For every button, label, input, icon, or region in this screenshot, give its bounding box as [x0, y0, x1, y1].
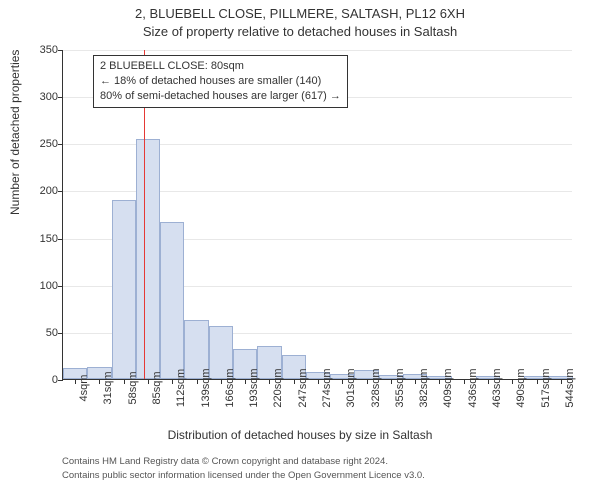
xtick-mark — [537, 379, 538, 384]
ytick-label: 150 — [18, 233, 58, 245]
xtick-mark — [148, 379, 149, 384]
chart-title-main: 2, BLUEBELL CLOSE, PILLMERE, SALTASH, PL… — [0, 6, 600, 21]
xtick-label: 166sqm — [224, 368, 236, 407]
annotation-line: 80% of semi-detached houses are larger (… — [100, 89, 341, 104]
xtick-mark — [561, 379, 562, 384]
xtick-mark — [245, 379, 246, 384]
ytick-mark — [58, 144, 63, 145]
ytick-mark — [58, 191, 63, 192]
xtick-label: 355sqm — [394, 368, 406, 407]
ytick-mark — [58, 333, 63, 334]
ytick-mark — [58, 50, 63, 51]
ytick-mark — [58, 239, 63, 240]
xtick-label: 274sqm — [321, 368, 333, 407]
xtick-label: 220sqm — [272, 368, 284, 407]
xtick-mark — [75, 379, 76, 384]
xtick-mark — [294, 379, 295, 384]
xtick-label: 31sqm — [102, 371, 114, 404]
xtick-mark — [342, 379, 343, 384]
xtick-mark — [197, 379, 198, 384]
xtick-mark — [172, 379, 173, 384]
xtick-mark — [488, 379, 489, 384]
xtick-mark — [367, 379, 368, 384]
xtick-mark — [269, 379, 270, 384]
chart-title-sub: Size of property relative to detached ho… — [0, 24, 600, 39]
x-axis-label: Distribution of detached houses by size … — [0, 428, 600, 442]
xtick-label: 490sqm — [515, 368, 527, 407]
gridline — [63, 50, 572, 51]
xtick-label: 517sqm — [540, 368, 552, 407]
xtick-label: 85sqm — [151, 371, 163, 404]
annotation-line: ← 18% of detached houses are smaller (14… — [100, 74, 341, 89]
footer-line-1: Contains HM Land Registry data © Crown c… — [62, 456, 388, 467]
footer-line-2: Contains public sector information licen… — [62, 470, 425, 481]
histogram-bar — [112, 200, 136, 379]
histogram-bar — [160, 222, 184, 379]
xtick-mark — [318, 379, 319, 384]
xtick-mark — [221, 379, 222, 384]
chart-container: 2, BLUEBELL CLOSE, PILLMERE, SALTASH, PL… — [0, 0, 600, 500]
xtick-label: 463sqm — [491, 368, 503, 407]
ytick-label: 100 — [18, 280, 58, 292]
ytick-mark — [58, 286, 63, 287]
ytick-label: 350 — [18, 44, 58, 56]
xtick-label: 193sqm — [248, 368, 260, 407]
annotation-box: 2 BLUEBELL CLOSE: 80sqm← 18% of detached… — [93, 55, 348, 108]
xtick-mark — [512, 379, 513, 384]
xtick-label: 382sqm — [418, 368, 430, 407]
xtick-mark — [439, 379, 440, 384]
xtick-label: 4sqm — [78, 375, 90, 402]
xtick-label: 328sqm — [370, 368, 382, 407]
xtick-label: 409sqm — [442, 368, 454, 407]
xtick-mark — [124, 379, 125, 384]
xtick-mark — [391, 379, 392, 384]
ytick-mark — [58, 97, 63, 98]
annotation-line: 2 BLUEBELL CLOSE: 80sqm — [100, 59, 341, 74]
ytick-mark — [58, 380, 63, 381]
xtick-mark — [464, 379, 465, 384]
histogram-bar — [136, 139, 160, 379]
ytick-label: 50 — [18, 327, 58, 339]
xtick-label: 436sqm — [467, 368, 479, 407]
ytick-label: 300 — [18, 91, 58, 103]
xtick-label: 58sqm — [127, 371, 139, 404]
xtick-label: 544sqm — [564, 368, 576, 407]
xtick-label: 139sqm — [200, 368, 212, 407]
ytick-label: 200 — [18, 185, 58, 197]
xtick-mark — [99, 379, 100, 384]
xtick-mark — [415, 379, 416, 384]
ytick-label: 250 — [18, 138, 58, 150]
xtick-label: 247sqm — [297, 368, 309, 407]
plot-area: 2 BLUEBELL CLOSE: 80sqm← 18% of detached… — [62, 50, 572, 380]
xtick-label: 301sqm — [345, 368, 357, 407]
ytick-label: 0 — [18, 374, 58, 386]
xtick-label: 112sqm — [175, 369, 187, 407]
